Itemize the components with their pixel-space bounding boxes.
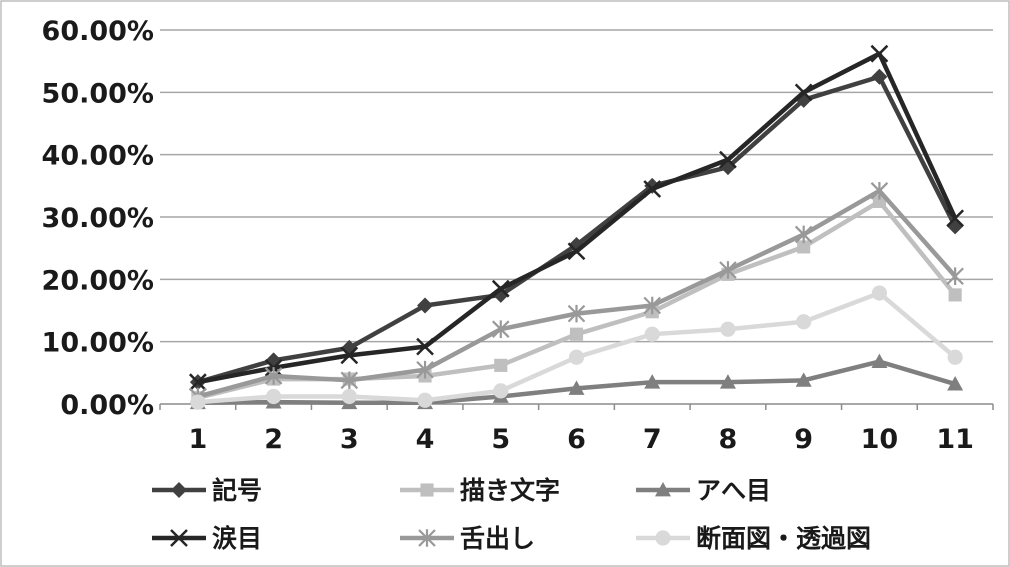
data-point (188, 373, 207, 392)
x-tick-label: 8 (719, 424, 738, 455)
data-point (340, 371, 359, 390)
data-point (494, 358, 508, 372)
data-point (340, 346, 359, 365)
data-point (644, 326, 660, 342)
data-point (870, 182, 889, 200)
legend-item: 記号 (152, 476, 262, 505)
y-tick-label: 20.00% (42, 265, 154, 296)
data-point (569, 327, 584, 341)
x-tick-label: 7 (643, 424, 662, 455)
data-point (264, 367, 283, 385)
legend-marker (171, 482, 187, 498)
data-point (872, 194, 886, 208)
data-point (871, 68, 888, 85)
data-point (797, 240, 811, 254)
data-point (794, 225, 813, 244)
data-point (871, 353, 888, 369)
x-tick-label: 9 (794, 424, 813, 455)
legend-label: 涙目 (212, 524, 262, 553)
legend-item: 涙目 (152, 524, 262, 553)
data-point (947, 376, 964, 391)
data-point (417, 297, 434, 314)
x-tick-label: 4 (416, 424, 435, 455)
legend-item: 断面図・透過図 (636, 524, 871, 553)
data-point (643, 180, 662, 198)
data-point (870, 44, 889, 63)
data-point (491, 279, 510, 298)
data-point (794, 83, 813, 102)
legend-marker (170, 529, 188, 547)
data-point (643, 296, 662, 315)
legend-label: 舌出し (460, 524, 535, 553)
series-5 (190, 285, 963, 410)
y-tick-label: 30.00% (42, 203, 154, 234)
x-tick-label: 3 (340, 424, 359, 455)
x-tick-label: 2 (264, 424, 283, 455)
data-point (567, 304, 586, 323)
data-point (720, 321, 736, 337)
data-point (341, 388, 357, 405)
data-point (796, 314, 812, 330)
data-point (795, 372, 812, 387)
legend-item: アへ目 (636, 476, 771, 505)
data-point (719, 150, 737, 169)
data-point (946, 209, 965, 228)
data-point (493, 383, 509, 399)
data-point (491, 320, 510, 338)
legend-label: アへ目 (696, 476, 771, 505)
y-tick-label: 0.00% (60, 390, 154, 421)
data-point (190, 394, 206, 410)
x-tick-label: 11 (936, 424, 974, 455)
axes: 0.00% 10.00% 20.00% 30.00% 40.00% 50.00% 60.00… (42, 16, 994, 455)
y-tick-label: 50.00% (42, 78, 154, 109)
legend-label: 描き文字 (460, 476, 560, 505)
x-tick-label: 1 (188, 424, 207, 455)
data-point (947, 349, 963, 365)
data-point (416, 360, 434, 379)
data-point (416, 337, 434, 356)
x-tick-label: 6 (567, 424, 586, 455)
legend-label: 断面図・透過図 (696, 524, 871, 553)
data-point (719, 374, 736, 389)
legend-marker (420, 483, 434, 497)
x-tick-label: 5 (491, 424, 510, 455)
data-point (946, 267, 964, 286)
legend-label: 記号 (212, 476, 262, 505)
legend-item: 舌出し (400, 524, 535, 553)
data-point (871, 285, 888, 301)
legend-marker (655, 482, 671, 497)
x-tick-label: 10 (861, 424, 899, 455)
data-point (568, 349, 585, 365)
data-point (265, 388, 282, 405)
legend-marker (418, 529, 436, 547)
y-tick-label: 40.00% (42, 141, 154, 172)
data-point (644, 374, 661, 389)
data-point (567, 242, 586, 261)
y-tick-label: 60.00% (42, 16, 154, 47)
data-point (568, 380, 585, 395)
legend-marker (655, 530, 671, 546)
gridlines (160, 29, 993, 343)
y-tick-label: 10.00% (42, 328, 154, 359)
data-point (417, 392, 433, 408)
series-group (188, 44, 965, 410)
legend-item: 描き文字 (400, 476, 560, 505)
data-point (719, 261, 737, 279)
data-point (948, 288, 962, 302)
